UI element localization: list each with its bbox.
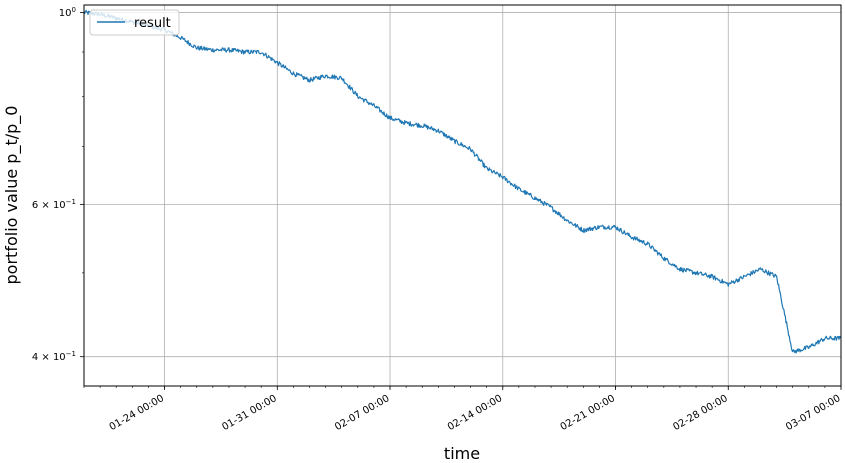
x-tick-label: 02-21 00:00 — [559, 393, 617, 433]
x-axis-ticks: 01-24 00:00 01-31 00:00 02-07 00:00 02-14 0… — [108, 386, 843, 433]
plot-area — [83, 9, 842, 354]
legend-box — [89, 9, 180, 36]
x-tick-label: 01-24 00:00 — [108, 393, 166, 433]
x-tick-label: 02-14 00:00 — [446, 393, 504, 433]
x-tick-label: 03-07 00:00 — [784, 393, 842, 433]
y-axis-ticks: 100 6 × 10−1 4 × 10−1 — [32, 6, 84, 363]
legend: result — [89, 9, 180, 36]
y-tick-label: 6 × 10−1 — [32, 198, 76, 211]
x-tick-label: 01-31 00:00 — [220, 393, 278, 433]
x-tick-label: 02-28 00:00 — [671, 393, 729, 433]
y-tick-label: 4 × 10−1 — [32, 350, 76, 363]
series-line-result — [83, 9, 842, 354]
y-axis-label: portfolio value p_t/p_0 — [2, 106, 22, 285]
plot-frame — [83, 4, 842, 387]
x-tick-label: 02-07 00:00 — [333, 393, 391, 433]
grid — [84, 5, 841, 386]
y-tick-label: 100 — [59, 6, 76, 19]
x-axis-label: time — [444, 444, 480, 463]
legend-label-result: result — [134, 16, 171, 31]
